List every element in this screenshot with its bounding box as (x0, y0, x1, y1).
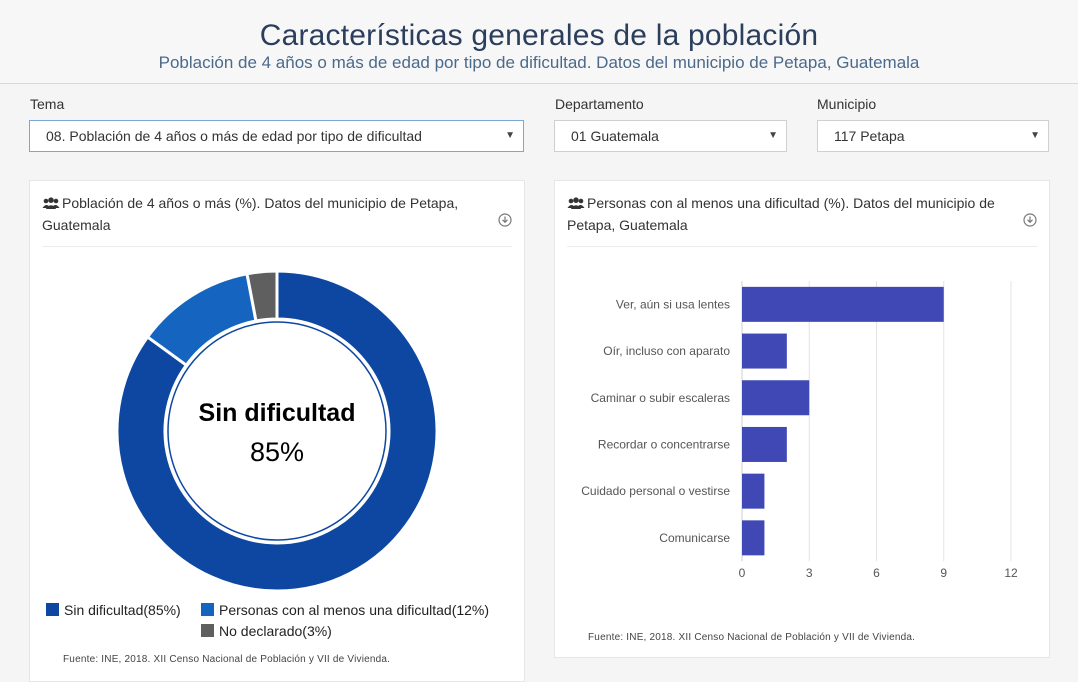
donut-inner-ring (167, 321, 387, 541)
card-divider (567, 246, 1037, 247)
municipio-select[interactable]: 117 Petapa ▼ (817, 120, 1049, 152)
bar-category-label: Recordar o concentrarse (598, 437, 730, 451)
bar[interactable] (742, 473, 765, 509)
bar-category-label: Ver, aún si usa lentes (616, 297, 730, 311)
page-subtitle: Población de 4 años o más de edad por ti… (158, 53, 920, 72)
bar[interactable] (742, 286, 944, 322)
tema-label: Tema (30, 96, 65, 112)
bar-card-title: Personas con al menos una dificultad (%)… (567, 193, 1012, 235)
bar-card-title-line2: Petapa, Guatemala (567, 217, 688, 233)
departamento-label: Departamento (555, 96, 644, 112)
download-icon[interactable] (1023, 213, 1037, 227)
bar-category-label: Oír, incluso con aparato (603, 344, 730, 358)
bar-category-label: Cuidado personal o vestirse (581, 484, 730, 498)
x-tick-label: 9 (940, 566, 947, 580)
legend-swatch (201, 603, 214, 616)
legend-item-sin-dificultad[interactable]: Sin dificultad(85%) (46, 602, 181, 618)
donut-chart: Sin dificultad 85% (115, 269, 439, 593)
x-tick-label: 0 (739, 566, 746, 580)
page-title: Características generales de la població… (259, 19, 819, 52)
tema-select-value: 08. Población de 4 años o más de edad po… (46, 128, 422, 144)
legend-swatch (201, 624, 214, 637)
legend-label: Sin dificultad(85%) (64, 602, 181, 618)
donut-card: Población de 4 años o más (%). Datos del… (29, 180, 525, 682)
bar[interactable] (742, 426, 787, 462)
donut-card-title-line2: Guatemala (42, 217, 111, 233)
x-tick-label: 6 (873, 566, 880, 580)
chevron-down-icon: ▼ (768, 130, 778, 141)
municipio-label: Municipio (817, 96, 877, 112)
departamento-select-value: 01 Guatemala (571, 128, 659, 144)
legend-label: No declarado(3%) (219, 623, 332, 639)
legend-item-no-declarado[interactable]: No declarado(3%) (201, 623, 332, 639)
x-tick-label: 12 (1004, 566, 1018, 580)
donut-card-title-line1: Población de 4 años o más (%). Datos del… (62, 195, 459, 211)
donut-center-value: 85% (250, 437, 304, 467)
bar-category-label: Comunicarse (659, 531, 730, 545)
bar-category-label: Caminar o subir escaleras (591, 391, 730, 405)
donut-card-title: Población de 4 años o más (%). Datos del… (42, 193, 482, 235)
legend-swatch (46, 603, 59, 616)
page-header: Características generales de la població… (0, 0, 1078, 84)
users-icon (567, 195, 587, 215)
donut-source-note: Fuente: INE, 2018. XII Censo Nacional de… (63, 654, 391, 665)
legend-label: Personas con al menos una dificultad(12%… (219, 602, 490, 618)
municipio-select-value: 117 Petapa (834, 128, 905, 144)
bar-card-title-line1: Personas con al menos una dificultad (%)… (587, 195, 995, 211)
bar[interactable] (742, 380, 810, 416)
departamento-select[interactable]: 01 Guatemala ▼ (554, 120, 787, 152)
donut-slice-sin-dificultad[interactable] (115, 269, 439, 593)
card-divider (42, 246, 512, 247)
bar-card: Personas con al menos una dificultad (%)… (554, 180, 1050, 658)
x-tick-label: 3 (806, 566, 813, 580)
users-icon (42, 195, 62, 215)
chevron-down-icon: ▼ (505, 130, 515, 141)
tema-select[interactable]: 08. Población de 4 años o más de edad po… (29, 120, 524, 152)
download-icon[interactable] (498, 213, 512, 227)
chevron-down-icon: ▼ (1030, 130, 1040, 141)
bar[interactable] (742, 520, 765, 556)
bar-chart: Ver, aún si usa lentes Oír, incluso con a… (581, 281, 1018, 580)
donut-center-label: Sin dificultad (199, 399, 356, 427)
legend-item-con-dificultad[interactable]: Personas con al menos una dificultad(12%… (201, 602, 489, 618)
bar[interactable] (742, 333, 787, 369)
donut-slice-no-declarado[interactable] (245, 269, 279, 323)
bar-source-note: Fuente: INE, 2018. XII Censo Nacional de… (588, 632, 916, 643)
